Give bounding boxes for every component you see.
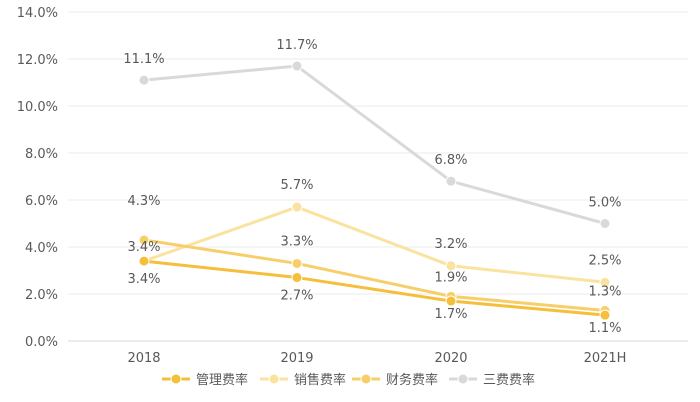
legend-marker <box>268 373 280 385</box>
data-point <box>291 201 303 213</box>
series-line <box>143 238 606 312</box>
series-line <box>143 259 606 317</box>
data-point <box>291 272 303 284</box>
data-label: 3.3% <box>280 234 313 249</box>
data-label: 3.4% <box>127 240 160 255</box>
y-tick-label: 10.0% <box>17 100 58 115</box>
data-point <box>599 276 611 288</box>
legend-marker <box>457 373 469 385</box>
data-labels: 3.4% 2.7% 1.7% 1.1% 3.4% 5.7% 3.2% 2.5% 4.3% 3.3%… <box>123 38 621 336</box>
y-tick-label: 6.0% <box>25 194 58 209</box>
y-tick-label: 8.0% <box>25 147 58 162</box>
y-tick-label: 4.0% <box>25 241 58 256</box>
x-tick-label: 2020 <box>434 351 467 366</box>
data-point <box>138 74 150 86</box>
series-lines <box>138 60 611 321</box>
y-axis: 0.0% 2.0% 4.0% 6.0% 8.0% 10.0% 12.0% 14.0% <box>17 6 58 350</box>
data-point <box>599 218 611 229</box>
data-point <box>445 175 457 187</box>
data-label: 3.2% <box>434 237 467 252</box>
data-label: 1.3% <box>588 284 621 299</box>
legend-marker <box>360 373 372 385</box>
legend-label: 管理费率 <box>196 372 248 388</box>
x-tick-label: 2021H <box>584 351 627 366</box>
data-label: 6.8% <box>434 153 467 168</box>
data-label: 5.0% <box>588 196 621 211</box>
y-tick-label: 12.0% <box>17 53 58 68</box>
data-label: 4.3% <box>127 194 160 209</box>
legend-label: 三费费率 <box>483 372 535 388</box>
data-label: 5.7% <box>280 178 313 193</box>
data-point <box>445 260 457 272</box>
data-label: 11.7% <box>276 38 317 53</box>
data-point <box>138 234 150 246</box>
x-tick-label: 2019 <box>280 351 313 366</box>
y-tick-label: 2.0% <box>25 288 58 303</box>
legend-label: 财务费率 <box>386 372 438 388</box>
data-label: 1.9% <box>434 270 467 285</box>
data-label: 2.7% <box>280 289 313 304</box>
y-tick-label: 0.0% <box>25 335 58 350</box>
data-point <box>291 257 303 269</box>
legend-marker <box>170 373 182 385</box>
data-point <box>138 255 150 267</box>
data-point <box>445 295 457 307</box>
y-tick-label: 14.0% <box>17 6 58 21</box>
series-line <box>143 205 606 284</box>
data-label: 3.4% <box>127 272 160 287</box>
x-tick-label: 2018 <box>127 351 160 366</box>
gridlines <box>68 11 688 342</box>
data-point <box>599 309 611 321</box>
data-label: 1.7% <box>434 307 467 322</box>
data-label: 11.1% <box>123 52 164 67</box>
data-label: 2.5% <box>588 253 621 268</box>
legend: 管理费率 销售费率 财务费率 三费费率 <box>162 372 535 388</box>
x-axis: 2018 2019 2020 2021H <box>127 351 626 366</box>
data-label: 1.1% <box>588 321 621 336</box>
data-point <box>291 60 303 72</box>
series-line <box>143 64 606 225</box>
legend-label: 销售费率 <box>294 372 346 388</box>
